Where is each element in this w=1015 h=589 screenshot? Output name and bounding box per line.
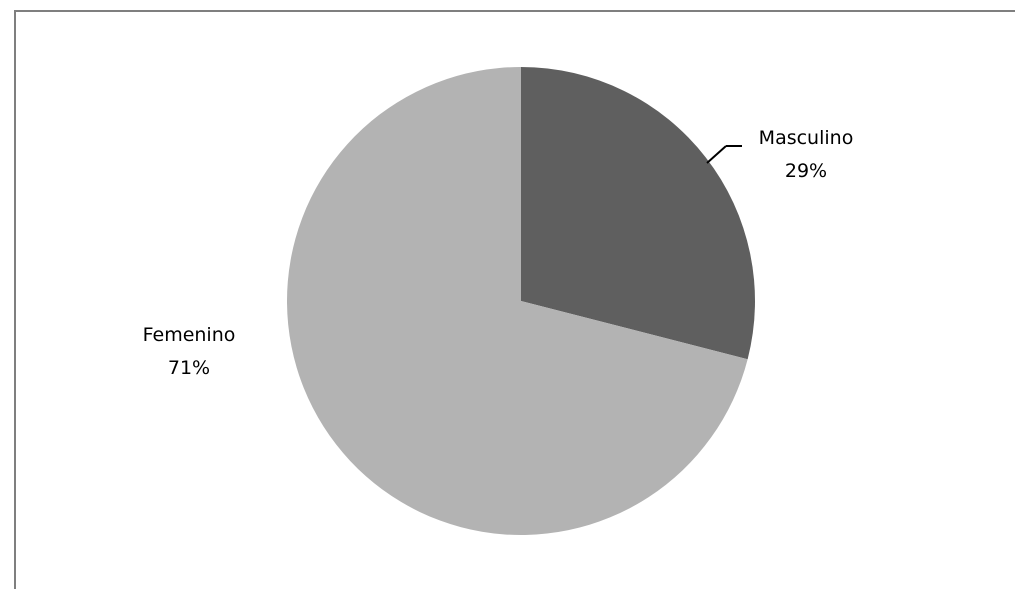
label-masculino-name: Masculino <box>759 127 854 149</box>
label-masculino-percent: 29% <box>785 160 827 182</box>
pie-slice-masculino <box>521 67 755 360</box>
pie-slice-femenino <box>287 67 748 535</box>
masculino-leader-line <box>706 145 727 164</box>
label-femenino-percent: 71% <box>168 357 210 379</box>
pie-slices <box>287 67 755 535</box>
label-femenino: Femenino 71% <box>143 324 236 379</box>
label-masculino: Masculino 29% <box>759 127 854 182</box>
label-femenino-name: Femenino <box>143 324 236 346</box>
